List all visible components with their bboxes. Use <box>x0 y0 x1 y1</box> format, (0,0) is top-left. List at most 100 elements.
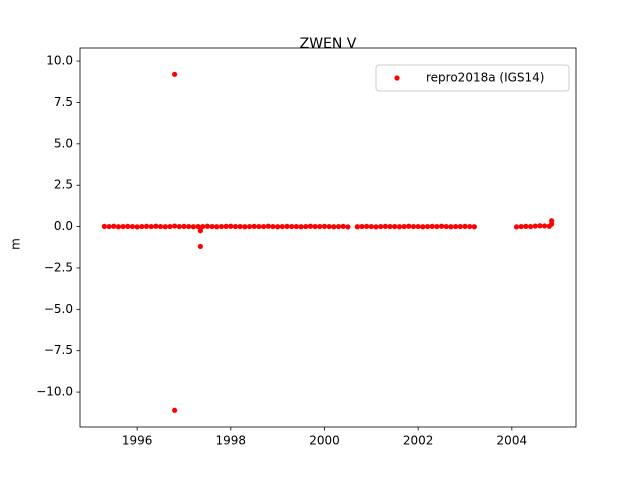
point <box>129 223 136 230</box>
point <box>420 224 426 230</box>
point <box>382 223 388 230</box>
point <box>275 224 281 230</box>
point <box>293 223 299 230</box>
point <box>172 407 178 413</box>
point <box>532 223 538 229</box>
point <box>434 223 440 230</box>
point <box>106 223 112 230</box>
point <box>242 224 248 230</box>
point <box>256 223 262 230</box>
point <box>415 223 421 230</box>
point <box>228 223 234 229</box>
point <box>148 223 154 230</box>
point <box>139 223 145 230</box>
point <box>232 223 239 230</box>
point <box>125 223 131 230</box>
point <box>438 223 445 229</box>
point <box>279 223 285 230</box>
point <box>115 224 122 230</box>
point <box>340 223 346 230</box>
point <box>406 223 412 229</box>
point <box>284 223 290 230</box>
point <box>527 223 534 230</box>
point <box>143 223 150 230</box>
point <box>387 223 393 230</box>
point <box>172 223 178 229</box>
axes-frame <box>79 47 577 428</box>
point <box>453 223 459 230</box>
point <box>549 221 555 227</box>
point <box>513 224 520 230</box>
point <box>270 223 276 230</box>
point <box>359 223 365 230</box>
x-tick-label: 1998 <box>216 434 247 448</box>
legend-box <box>375 64 570 92</box>
point <box>317 223 323 230</box>
y-tick-label: 2.5 <box>54 178 73 192</box>
point <box>265 223 271 229</box>
point <box>467 223 473 230</box>
point <box>523 223 529 230</box>
point <box>424 223 431 230</box>
point <box>368 223 374 230</box>
point <box>204 223 210 229</box>
x-tick-label: 2000 <box>309 434 340 448</box>
point <box>246 223 253 230</box>
point <box>209 223 215 230</box>
point <box>120 223 126 230</box>
point <box>373 224 379 230</box>
point <box>298 224 304 230</box>
point <box>537 223 543 229</box>
point <box>448 224 454 230</box>
y-tick-label: −10.0 <box>36 385 73 399</box>
legend-label: repro2018a (IGS14) <box>426 71 544 85</box>
point <box>197 228 203 234</box>
point <box>162 224 168 230</box>
point <box>462 223 468 230</box>
point <box>331 224 337 230</box>
point <box>542 223 548 229</box>
point <box>321 223 328 230</box>
point <box>345 224 351 230</box>
point <box>443 223 449 230</box>
point <box>260 223 267 230</box>
point <box>396 224 403 230</box>
point <box>471 224 477 230</box>
point <box>167 223 173 230</box>
y-tick-label: 7.5 <box>54 95 73 109</box>
point <box>237 223 243 230</box>
point <box>153 223 159 229</box>
y-tick-label: −7.5 <box>44 343 73 357</box>
point <box>223 223 229 230</box>
point <box>401 223 407 230</box>
y-tick-label: −2.5 <box>44 260 73 274</box>
point <box>326 223 332 230</box>
point <box>518 223 524 230</box>
point <box>190 224 196 230</box>
point <box>410 223 417 230</box>
point <box>303 223 309 230</box>
point <box>181 223 187 230</box>
point <box>307 223 314 229</box>
point <box>176 223 182 230</box>
legend-marker <box>394 75 400 81</box>
point <box>251 223 257 230</box>
point <box>200 223 206 230</box>
x-tick-label: 1996 <box>122 434 153 448</box>
point <box>101 223 107 230</box>
y-tick-label: −5.0 <box>44 302 73 316</box>
point <box>354 224 360 230</box>
point <box>197 243 203 250</box>
point <box>429 223 435 230</box>
y-axis-label: m <box>9 238 23 250</box>
point <box>214 224 220 230</box>
point <box>335 223 342 230</box>
point <box>186 223 192 230</box>
point <box>218 223 225 230</box>
y-tick-label: 10.0 <box>46 54 73 68</box>
point <box>364 223 370 230</box>
point <box>157 223 164 230</box>
point <box>392 223 398 230</box>
point <box>289 223 295 230</box>
